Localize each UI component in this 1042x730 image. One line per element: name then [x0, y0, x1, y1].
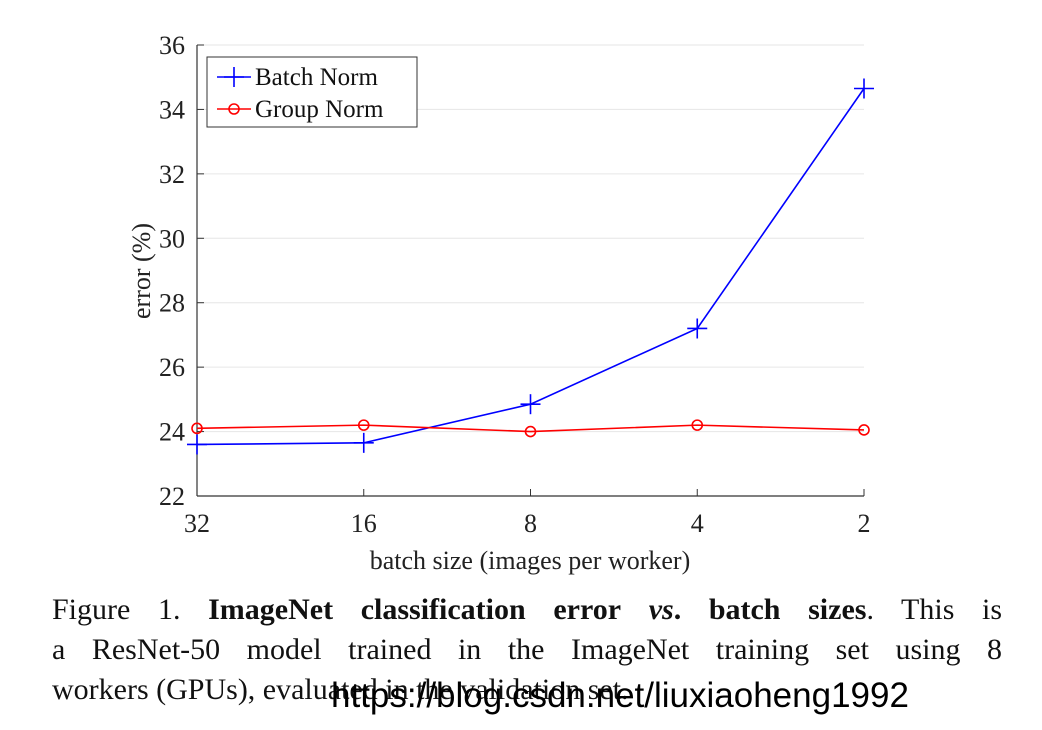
legend-box	[206, 56, 418, 128]
data-point-group-norm	[357, 419, 370, 431]
series-layer	[187, 78, 874, 455]
y-axis-label: error (%)	[127, 223, 156, 319]
legend-label: Batch Norm	[255, 64, 378, 91]
series-line-batch-norm	[196, 88, 865, 446]
series-batch-norm	[187, 78, 874, 455]
data-point-batch-norm	[353, 432, 374, 453]
caption-rest-1: . This is	[866, 593, 1003, 626]
x-tick-label: 4	[691, 509, 704, 538]
y-tick-label: 24	[159, 418, 185, 447]
y-tick-label: 34	[159, 95, 185, 124]
legend-marker	[224, 67, 244, 87]
y-tick-label: 32	[159, 160, 185, 189]
x-tick-label: 32	[184, 509, 210, 538]
legend-label: Group Norm	[255, 96, 384, 123]
data-point-group-norm	[524, 425, 537, 438]
y-tick-label: 28	[159, 289, 185, 318]
caption-line-3: workers (GPUs), evaluated in the validat…	[52, 673, 629, 706]
data-point-batch-norm	[187, 434, 207, 455]
figure-caption: Figure 1. ImageNet classification error …	[52, 590, 1002, 710]
caption-line-1: Figure 1. ImageNet classification error …	[52, 590, 1002, 630]
y-tick-label: 36	[159, 31, 185, 60]
data-point-group-norm	[191, 422, 203, 435]
data-point-batch-norm	[687, 318, 708, 339]
caption-prefix: Figure 1.	[52, 593, 181, 626]
x-axis-label: batch size (images per worker)	[370, 546, 691, 575]
caption-title-part-2: . batch sizes	[673, 593, 867, 626]
legend-marker	[228, 103, 240, 115]
data-point-group-norm	[858, 424, 870, 436]
caption-title-vs: vs	[648, 593, 674, 626]
data-point-batch-norm	[520, 394, 541, 415]
legend: Batch Norm Group Norm	[206, 56, 418, 128]
series-line-group-norm	[196, 424, 865, 433]
y-tick-label: 26	[159, 353, 185, 382]
x-tick-label: 8	[524, 509, 537, 538]
caption-title-part-1: ImageNet classification error	[208, 593, 622, 626]
watermark-url: https://blog.csdn.net/liuxiaoheng1992	[331, 676, 909, 715]
data-point-group-norm	[691, 419, 704, 431]
legend-entry-group-norm: Group Norm	[217, 96, 384, 123]
x-tick-label: 16	[351, 509, 377, 538]
data-point-batch-norm	[854, 78, 874, 99]
y-tick-label: 22	[159, 482, 185, 511]
legend-entry-batch-norm: Batch Norm	[217, 64, 378, 91]
y-tick-labels: 22 24 26 28 30 32 34 36	[159, 31, 185, 511]
series-group-norm	[191, 419, 870, 438]
y-tick-label: 30	[159, 224, 185, 253]
line-chart: 22 24 26 28 30 32 34 36 32 16 8 4 2 batch size (ima…	[127, 31, 874, 575]
axes	[196, 44, 865, 497]
caption-line-2: a ResNet-50 model trained in the ImageNe…	[52, 633, 1002, 666]
x-tick-labels: 32 16 8 4 2	[184, 509, 871, 538]
x-tick-label: 2	[858, 509, 871, 538]
